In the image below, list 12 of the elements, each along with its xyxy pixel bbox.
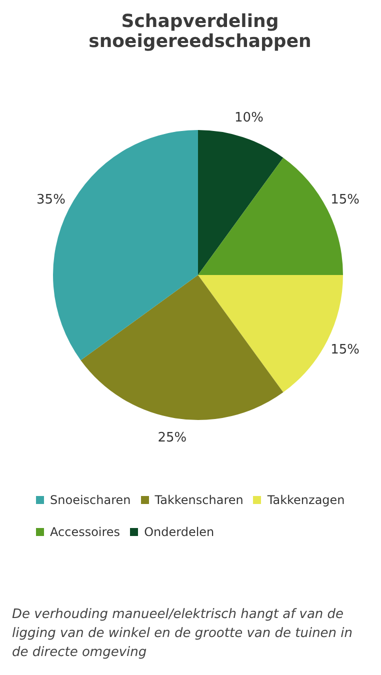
data-label: 15%	[330, 192, 360, 208]
legend-label: Snoeischaren	[50, 493, 131, 507]
legend-label: Takkenzagen	[267, 493, 345, 507]
chart-title: Schapverdeling snoeigereedschappen	[88, 11, 312, 52]
legend-label: Takkenscharen	[154, 493, 244, 507]
legend-label: Accessoires	[50, 525, 120, 539]
data-label: 10%	[234, 110, 264, 126]
data-label: 25%	[158, 430, 187, 446]
data-label: 35%	[36, 192, 66, 208]
data-label: 15%	[330, 342, 360, 358]
legend-label: Onderdelen	[144, 525, 214, 539]
text: De verhouding manueel/elektrisch hangt af van de ligging van de winkel en de grootte van de tuinen in de directe omgeving	[12, 606, 354, 662]
